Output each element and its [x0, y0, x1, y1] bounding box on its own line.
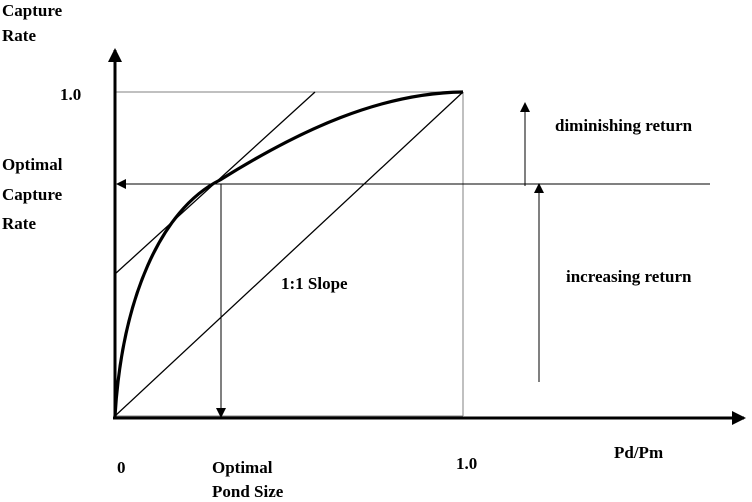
one-to-one-slope-line: [114, 91, 464, 417]
y-tick-max: 1.0: [60, 85, 81, 104]
optimal-capture-rate-label-line1: Optimal: [2, 155, 63, 174]
y-axis-label-line2: Rate: [2, 26, 36, 45]
optimal-pond-size-label-line2: Pond Size: [212, 482, 284, 501]
optimal-pond-size-label-line1: Optimal: [212, 458, 273, 477]
diminishing-return-label: diminishing return: [555, 116, 693, 135]
x-axis-label: Pd/Pm: [614, 443, 663, 462]
x-tick-max: 1.0: [456, 454, 477, 473]
optimal-capture-rate-label-line3: Rate: [2, 214, 36, 233]
y-axis-label-line1: Capture: [2, 1, 63, 20]
slope-label: 1:1 Slope: [281, 274, 348, 293]
optimal-capture-rate-label-line2: Capture: [2, 185, 63, 204]
capture-rate-curve: [113, 90, 464, 417]
increasing-return-label: increasing return: [566, 267, 692, 286]
x-tick-origin: 0: [117, 458, 126, 477]
